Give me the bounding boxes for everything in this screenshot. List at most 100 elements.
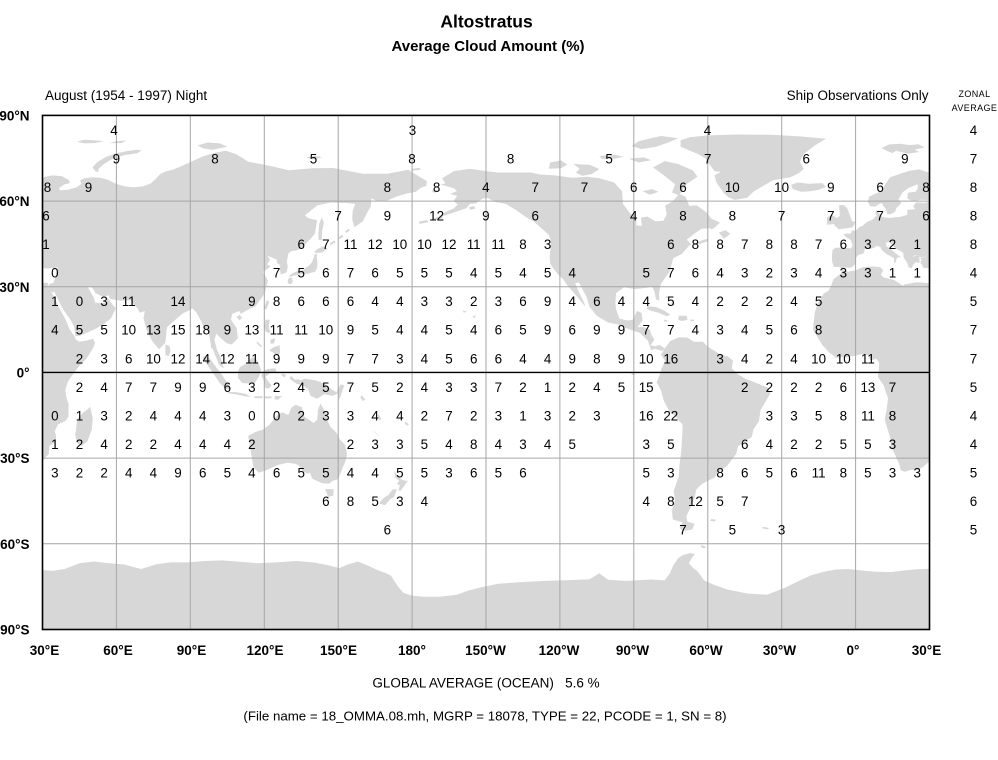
svg-text:5: 5: [297, 466, 304, 481]
svg-text:5: 5: [568, 437, 575, 452]
svg-text:4: 4: [970, 437, 978, 452]
svg-text:4: 4: [150, 466, 158, 481]
svg-text:3: 3: [100, 408, 107, 423]
svg-text:4: 4: [519, 266, 527, 281]
svg-text:4: 4: [544, 351, 552, 366]
svg-text:11: 11: [491, 237, 505, 252]
svg-text:120°W: 120°W: [539, 643, 580, 658]
svg-text:3: 3: [766, 408, 773, 423]
svg-text:13: 13: [860, 380, 875, 395]
svg-text:6: 6: [519, 466, 526, 481]
svg-text:14: 14: [195, 351, 210, 366]
svg-text:13: 13: [146, 323, 161, 338]
svg-text:8: 8: [593, 351, 600, 366]
svg-text:7: 7: [827, 209, 834, 224]
svg-text:12: 12: [171, 351, 186, 366]
svg-text:0: 0: [273, 408, 280, 423]
svg-text:5: 5: [618, 380, 625, 395]
svg-text:6: 6: [384, 523, 391, 538]
svg-text:6: 6: [322, 294, 329, 309]
svg-text:3: 3: [840, 266, 847, 281]
svg-text:10: 10: [725, 180, 740, 195]
svg-text:6: 6: [790, 323, 797, 338]
svg-text:2: 2: [741, 294, 748, 309]
svg-text:1: 1: [76, 408, 83, 423]
svg-text:4: 4: [544, 437, 552, 452]
svg-text:7: 7: [531, 180, 538, 195]
svg-text:180°: 180°: [398, 643, 426, 658]
svg-text:11: 11: [861, 408, 875, 423]
svg-text:2: 2: [396, 380, 403, 395]
svg-text:5: 5: [495, 466, 502, 481]
svg-text:4: 4: [150, 408, 158, 423]
svg-text:6: 6: [568, 323, 575, 338]
svg-text:60°S: 60°S: [0, 537, 29, 552]
svg-text:4: 4: [396, 294, 404, 309]
svg-text:3: 3: [790, 266, 797, 281]
svg-text:4: 4: [297, 380, 305, 395]
svg-text:6: 6: [667, 237, 674, 252]
svg-text:9: 9: [618, 351, 625, 366]
svg-text:8: 8: [519, 237, 526, 252]
svg-text:10: 10: [774, 180, 789, 195]
svg-text:2: 2: [889, 237, 896, 252]
svg-text:8: 8: [507, 151, 514, 166]
svg-text:8: 8: [692, 237, 699, 252]
svg-text:7: 7: [815, 237, 822, 252]
svg-text:5: 5: [840, 437, 847, 452]
svg-text:7: 7: [970, 151, 977, 166]
svg-text:5: 5: [224, 466, 231, 481]
svg-text:5: 5: [864, 437, 871, 452]
svg-text:11: 11: [270, 323, 284, 338]
svg-text:3: 3: [864, 237, 871, 252]
svg-text:7: 7: [273, 266, 280, 281]
svg-text:16: 16: [663, 351, 678, 366]
svg-text:11: 11: [344, 237, 358, 252]
svg-text:4: 4: [716, 266, 724, 281]
svg-text:GLOBAL AVERAGE (OCEAN) 5.6 %: GLOBAL AVERAGE (OCEAN) 5.6 %: [372, 676, 599, 691]
svg-text:1: 1: [42, 237, 49, 252]
svg-text:8: 8: [470, 437, 477, 452]
svg-text:2: 2: [568, 380, 575, 395]
svg-text:3: 3: [544, 408, 551, 423]
svg-text:9: 9: [544, 323, 551, 338]
svg-text:6: 6: [495, 323, 502, 338]
svg-text:3: 3: [642, 437, 649, 452]
svg-text:1: 1: [889, 266, 896, 281]
svg-text:3: 3: [396, 351, 403, 366]
svg-text:7: 7: [970, 351, 977, 366]
svg-text:2: 2: [76, 380, 83, 395]
svg-text:90°S: 90°S: [0, 623, 29, 638]
svg-text:9: 9: [85, 180, 92, 195]
svg-text:8: 8: [384, 180, 391, 195]
svg-text:7: 7: [667, 266, 674, 281]
svg-text:5: 5: [729, 523, 736, 538]
svg-text:30°W: 30°W: [763, 643, 796, 658]
svg-text:22: 22: [663, 408, 678, 423]
svg-text:5: 5: [970, 466, 977, 481]
svg-text:3: 3: [889, 466, 896, 481]
svg-text:8: 8: [970, 209, 977, 224]
svg-text:5: 5: [421, 266, 428, 281]
svg-text:6: 6: [876, 180, 883, 195]
svg-text:Average Cloud Amount (%): Average Cloud Amount (%): [391, 38, 584, 55]
svg-text:4: 4: [224, 437, 232, 452]
svg-text:3: 3: [864, 266, 871, 281]
svg-text:6: 6: [322, 266, 329, 281]
svg-text:4: 4: [568, 294, 576, 309]
svg-text:6: 6: [371, 266, 378, 281]
svg-text:10: 10: [121, 323, 136, 338]
svg-text:4: 4: [568, 266, 576, 281]
svg-text:3: 3: [100, 351, 107, 366]
svg-text:7: 7: [741, 494, 748, 509]
svg-text:8: 8: [433, 180, 440, 195]
svg-text:8: 8: [716, 466, 723, 481]
svg-text:3: 3: [409, 123, 416, 138]
svg-text:4: 4: [371, 294, 379, 309]
svg-text:5: 5: [495, 266, 502, 281]
svg-text:4: 4: [371, 466, 379, 481]
svg-text:2: 2: [741, 380, 748, 395]
svg-text:5: 5: [445, 323, 452, 338]
svg-text:5: 5: [371, 323, 378, 338]
svg-text:5: 5: [970, 523, 977, 538]
